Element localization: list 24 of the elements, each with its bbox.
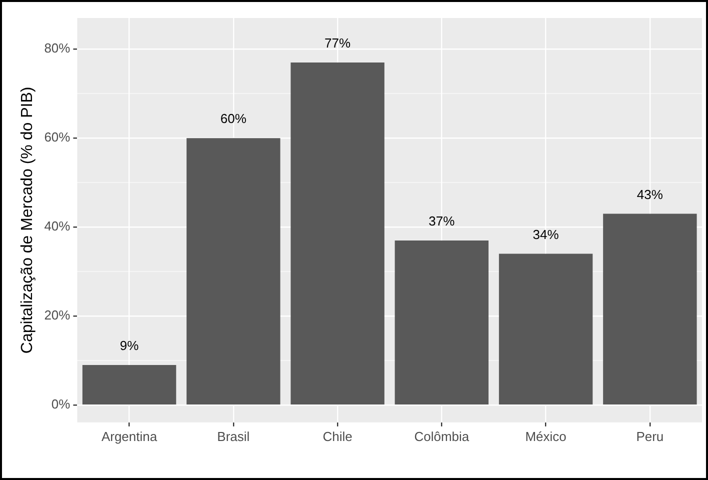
x-tick-label: Argentina [101,428,158,444]
data-label: 9% [120,338,140,354]
x-tick-label: Peru [636,428,664,444]
bar [394,240,489,404]
data-label: 60% [220,111,247,126]
bar [498,254,593,404]
x-tick-label: Colômbia [414,428,470,444]
data-label: 37% [428,214,456,229]
bar [82,365,176,404]
data-label: 43% [636,186,664,202]
data-label: 34% [532,226,560,242]
y-tick-label: 60% [44,130,71,145]
y-tick-label: 20% [44,308,71,323]
y-axis-title: Capitalização de Mercado (% do PIB) [19,86,36,354]
y-tick-label: 80% [44,40,71,56]
y-tick-label: 0% [51,396,71,412]
x-tick-label: Brasil [217,428,250,444]
data-label: 77% [324,36,351,51]
bar [290,62,384,404]
bar [186,138,280,404]
y-tick-label: 40% [44,218,71,234]
bar [603,214,697,404]
x-tick-label: México [525,428,566,444]
x-tick-label: Chile [322,428,352,444]
